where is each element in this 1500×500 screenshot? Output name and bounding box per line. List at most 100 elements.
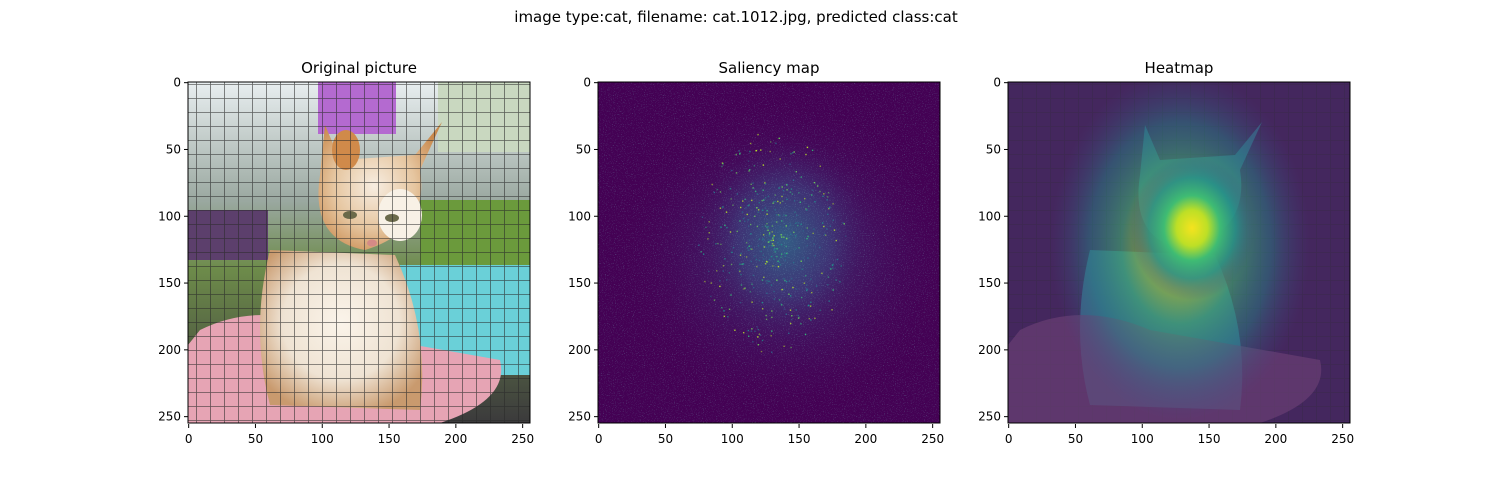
saliency-pixel bbox=[800, 296, 803, 299]
saliency-pixel bbox=[773, 290, 775, 293]
saliency-pixel bbox=[713, 299, 716, 301]
saliency-pixel bbox=[805, 288, 808, 290]
saliency-pixel bbox=[785, 214, 787, 217]
saliency-pixel bbox=[780, 243, 783, 246]
x-tick-label: 200 bbox=[444, 432, 467, 446]
saliency-pixel bbox=[715, 243, 717, 245]
saliency-pixel bbox=[827, 276, 830, 278]
saliency-pixel bbox=[730, 294, 732, 296]
saliency-pixel bbox=[728, 308, 731, 310]
saliency-pixel bbox=[832, 219, 834, 222]
saliency-pixel bbox=[765, 318, 768, 321]
y-tick-label: 0 bbox=[583, 76, 591, 90]
saliency-pixel bbox=[708, 232, 710, 234]
y-tick-label: 100 bbox=[158, 209, 181, 223]
saliency-pixel bbox=[766, 226, 768, 229]
saliency-pixel bbox=[789, 223, 792, 225]
saliency-pixel bbox=[751, 301, 753, 303]
saliency-pixel bbox=[750, 183, 752, 186]
saliency-pixel bbox=[766, 213, 768, 215]
saliency-pixel bbox=[768, 232, 771, 234]
panel-title: Heatmap bbox=[1145, 59, 1214, 77]
saliency-pixel bbox=[800, 323, 802, 325]
x-tick-label: 150 bbox=[788, 432, 811, 446]
saliency-pixel bbox=[701, 216, 704, 218]
saliency-pixel bbox=[773, 244, 775, 247]
saliency-pixel bbox=[791, 152, 794, 154]
saliency-pixel bbox=[790, 278, 793, 280]
saliency-pixel bbox=[736, 193, 739, 195]
saliency-pixel bbox=[777, 260, 779, 263]
saliency-pixel bbox=[742, 200, 744, 202]
saliency-pixel bbox=[763, 246, 766, 248]
saliency-pixel bbox=[784, 260, 786, 262]
saliency-pixel bbox=[789, 295, 792, 297]
saliency-pixel bbox=[806, 289, 808, 292]
saliency-pixel bbox=[750, 245, 752, 247]
saliency-pixel bbox=[708, 221, 710, 223]
saliency-pixel bbox=[721, 306, 723, 309]
saliency-pixel bbox=[771, 310, 773, 312]
saliency-pixel bbox=[789, 191, 792, 193]
saliency-pixel bbox=[744, 287, 746, 289]
saliency-pixel bbox=[785, 313, 787, 315]
y-tick-label: 0 bbox=[173, 76, 181, 90]
saliency-pixel bbox=[806, 209, 808, 211]
y-tick-label: 100 bbox=[568, 209, 591, 223]
saliency-pixel bbox=[749, 223, 752, 226]
saliency-pixel bbox=[781, 220, 783, 222]
saliency-pixel bbox=[731, 251, 733, 254]
saliency-pixel bbox=[840, 265, 842, 267]
saliency-pixel bbox=[736, 230, 738, 233]
y-tick-label: 250 bbox=[978, 410, 1001, 424]
saliency-pixel bbox=[785, 237, 788, 240]
saliency-pixel bbox=[720, 243, 722, 246]
saliency-pixel bbox=[700, 251, 702, 253]
saliency-pixel bbox=[766, 222, 768, 225]
saliency-pixel bbox=[800, 260, 802, 262]
saliency-pixel bbox=[763, 258, 765, 260]
saliency-pixel bbox=[797, 222, 800, 224]
y-tick-label: 150 bbox=[158, 276, 181, 290]
heatmap-image bbox=[1008, 82, 1350, 423]
saliency-pixel bbox=[791, 193, 794, 195]
saliency-pixel bbox=[799, 201, 802, 203]
saliency-pixel bbox=[843, 223, 845, 225]
saliency-pixel bbox=[762, 246, 765, 248]
saliency-pixel bbox=[806, 146, 809, 149]
saliency-pixel bbox=[782, 189, 785, 192]
saliency-pixel bbox=[762, 234, 765, 236]
saliency-hot-pixels bbox=[698, 133, 847, 353]
saliency-pixel bbox=[758, 238, 761, 240]
saliency-pixel bbox=[757, 133, 759, 136]
saliency-pixel bbox=[831, 309, 833, 311]
y-tick-label: 200 bbox=[158, 343, 181, 357]
saliency-pixel bbox=[788, 280, 791, 283]
saliency-pixel bbox=[805, 153, 807, 156]
saliency-pixel bbox=[772, 265, 774, 267]
saliency-pixel bbox=[773, 258, 775, 260]
saliency-pixel bbox=[813, 181, 816, 184]
saliency-pixel bbox=[823, 225, 825, 228]
x-tick-label: 200 bbox=[854, 432, 877, 446]
saliency-pixel bbox=[746, 247, 749, 249]
saliency-pixel bbox=[741, 263, 743, 265]
saliency-pixel bbox=[727, 315, 729, 318]
saliency-pixel bbox=[722, 270, 724, 272]
saliency-pixel bbox=[801, 268, 804, 270]
cat-photo bbox=[188, 82, 530, 423]
saliency-pixel bbox=[735, 172, 738, 174]
saliency-pixel bbox=[775, 142, 777, 145]
saliency-pixel bbox=[784, 252, 786, 255]
saliency-pixel bbox=[773, 298, 776, 300]
saliency-pixel bbox=[786, 252, 788, 255]
saliency-pixel bbox=[767, 241, 770, 243]
saliency-pixel bbox=[761, 225, 764, 228]
saliency-pixel bbox=[779, 263, 782, 266]
saliency-pixel bbox=[833, 229, 836, 231]
x-axis-ticks: 0 50 100 150 200 250 bbox=[595, 424, 944, 446]
saliency-pixel bbox=[800, 176, 803, 178]
saliency-pixel bbox=[774, 200, 777, 203]
saliency-pixel bbox=[836, 258, 839, 261]
saliency-pixel bbox=[777, 265, 780, 268]
